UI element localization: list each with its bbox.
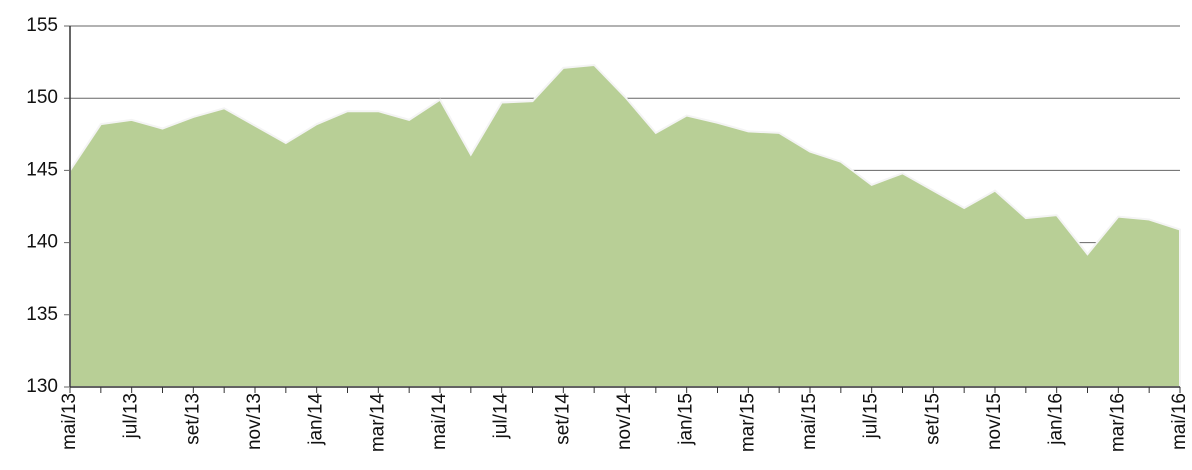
- x-tick-label: jan/16: [1046, 393, 1067, 446]
- x-tick-label: mai/13: [59, 393, 80, 450]
- x-tick-label: mar/14: [367, 393, 388, 453]
- x-tick-label: jul/14: [491, 393, 512, 440]
- x-tick-label: mai/15: [799, 393, 820, 450]
- x-tick-label: mar/15: [737, 393, 758, 452]
- x-tick-label: set/14: [552, 393, 573, 445]
- y-tick-label: 135: [26, 304, 58, 325]
- chart: 130 135 140 145 150 155 mai/13 jul/13 set/13 nov/…: [0, 0, 1192, 470]
- y-tick-label: 155: [26, 15, 58, 36]
- x-tick-label: nov/14: [614, 393, 635, 450]
- x-tick-label: mar/16: [1107, 393, 1128, 452]
- x-tick-label: nov/13: [244, 393, 265, 450]
- x-tick-label: jan/14: [306, 393, 327, 446]
- y-tick-label: 130: [26, 376, 58, 397]
- x-tick-label: set/15: [922, 393, 943, 445]
- x-tick-label: mai/16: [1169, 393, 1190, 450]
- y-tick-label: 150: [26, 87, 58, 108]
- x-tick-label: nov/15: [984, 393, 1005, 450]
- x-tick-label: jul/13: [121, 393, 142, 439]
- x-tick-label: set/13: [182, 393, 203, 445]
- x-tick-label: jan/15: [676, 393, 697, 446]
- x-tick-label: jul/15: [861, 393, 882, 439]
- x-tick-label: mai/14: [429, 393, 450, 450]
- y-tick-label: 145: [26, 159, 58, 180]
- y-tick-label: 140: [26, 232, 58, 253]
- area: [70, 65, 1180, 387]
